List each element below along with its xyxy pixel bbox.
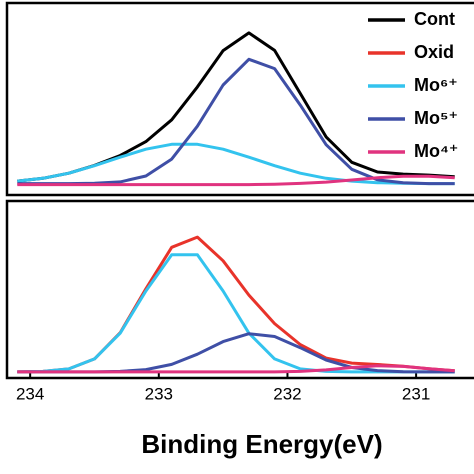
legend-label: Cont	[414, 9, 455, 29]
series-line	[17, 235, 455, 374]
x-tick-label: 232	[273, 384, 301, 403]
x-tick-label: 234	[16, 384, 44, 403]
legend-label: Mo⁴⁺	[414, 141, 458, 161]
x-axis-label: Binding Energy(eV)	[141, 429, 382, 459]
legend-label: Mo⁵⁺	[414, 108, 458, 128]
series-line	[17, 174, 455, 187]
x-tick-label: 231	[402, 384, 430, 403]
bottom-panel-frame	[5, 199, 474, 380]
x-tick-label: 233	[145, 384, 173, 403]
series-line	[17, 57, 455, 186]
series-line	[17, 364, 455, 374]
legend-label: Oxid	[414, 42, 454, 62]
legend-label: Mo⁶⁺	[414, 75, 458, 95]
series-line	[17, 253, 455, 374]
series-line	[17, 142, 455, 186]
series-line	[17, 31, 455, 183]
top-panel-frame	[5, 1, 474, 197]
